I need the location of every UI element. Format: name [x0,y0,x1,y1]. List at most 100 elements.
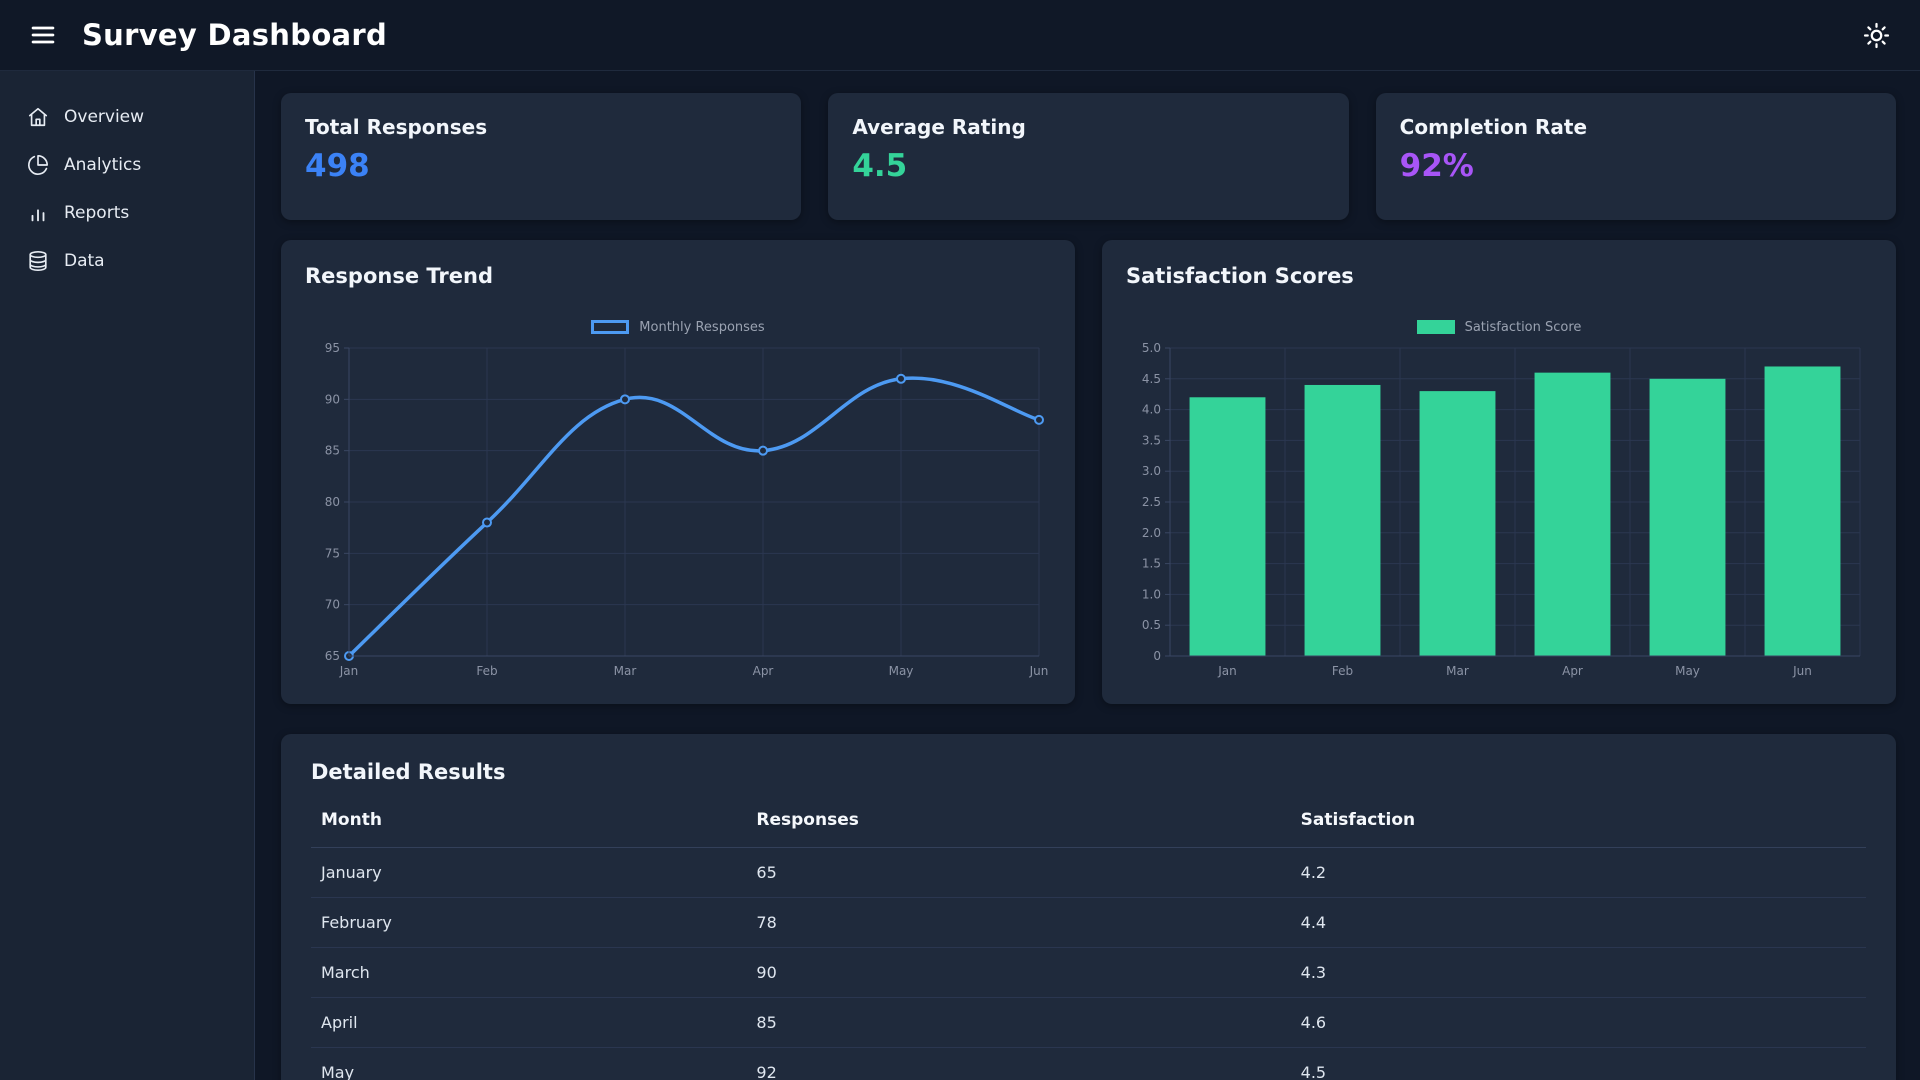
cell-satisfaction: 4.5 [1290,1047,1866,1080]
stat-label: Total Responses [305,115,488,139]
svg-text:0.5: 0.5 [1142,618,1161,632]
stat-label: Completion Rate [1399,115,1588,139]
cell-satisfaction: 4.4 [1290,897,1866,948]
sun-icon [1863,22,1889,48]
table-header-row: Month Responses Satisfaction [311,810,1866,848]
cell-responses: 78 [746,897,1291,948]
table-row: April 85 4.6 [311,997,1866,1048]
cell-responses: 65 [746,847,1291,898]
column-header-responses: Responses [746,810,1291,848]
app-header: Survey Dashboard [0,0,1920,71]
results-title: Detailed Results [311,760,506,784]
sidebar-item-label: Reports [64,203,130,223]
svg-text:Apr: Apr [753,664,774,678]
svg-text:Jan: Jan [339,664,359,678]
svg-text:3.5: 3.5 [1142,433,1161,447]
charts-row: Response Trend Monthly Responses 65 70 75 8… [281,240,1896,704]
stat-value: 92% [1399,148,1474,184]
home-icon [28,107,48,127]
stat-card-average-rating: Average Rating 4.5 [828,93,1349,220]
sidebar-item-label: Overview [64,107,145,127]
svg-text:70: 70 [325,598,340,612]
stat-card-total-responses: Total Responses 498 [281,93,802,220]
cell-responses: 92 [746,1047,1291,1080]
column-header-satisfaction: Satisfaction [1290,810,1866,848]
pie-chart-icon [28,155,48,175]
chart-card-satisfaction-scores: Satisfaction Scores Satisfaction Score 0… [1102,240,1896,704]
table-row: March 90 4.3 [311,947,1866,998]
cell-month: April [311,997,747,1048]
stats-row: Total Responses 498 Average Rating 4.5 C… [281,93,1896,220]
svg-text:Mar: Mar [1446,664,1469,678]
sidebar-item-label: Analytics [64,155,142,175]
chart-legend[interactable]: Satisfaction Score [1126,318,1872,336]
table-row: January 65 4.2 [311,847,1866,898]
sidebar-item-label: Data [64,251,105,271]
cell-satisfaction: 4.2 [1290,847,1866,898]
cell-responses: 90 [746,947,1291,998]
svg-text:4.5: 4.5 [1142,372,1161,386]
line-chart[interactable]: 65 70 75 80 85 90 95 Jan Feb Mar Apr May Jun [305,340,1051,682]
svg-text:85: 85 [325,444,340,458]
svg-text:1.5: 1.5 [1142,557,1161,571]
column-header-month: Month [311,810,747,848]
svg-text:2.5: 2.5 [1142,495,1161,509]
table-row: May 92 4.5 [311,1047,1866,1080]
bar-chart-icon [31,209,45,222]
svg-text:May: May [889,664,914,678]
cell-month: February [311,897,747,948]
cell-month: May [311,1047,747,1080]
legend-swatch [1416,320,1455,334]
legend-swatch [591,320,630,334]
cell-month: January [311,847,747,898]
hamburger-icon [31,26,55,44]
sidebar-item-reports[interactable]: Reports [0,189,254,237]
chart-legend[interactable]: Monthly Responses [305,318,1051,336]
stat-label: Average Rating [852,115,1026,139]
svg-text:0: 0 [1153,649,1161,663]
main-content: Total Responses 498 Average Rating 4.5 C… [255,71,1920,1080]
svg-text:Jun: Jun [1792,664,1812,678]
cell-responses: 85 [746,997,1291,1048]
bar-chart[interactable]: 0 0.5 1.0 1.5 2.0 2.5 3.0 3.5 4.0 4.5 5.0 Jan Feb Mar… [1126,340,1872,682]
results-card: Detailed Results Month Responses Satisfa… [281,734,1896,1080]
chart-title: Response Trend [305,264,493,288]
stat-value: 4.5 [852,148,908,184]
cell-satisfaction: 4.3 [1290,947,1866,998]
svg-text:Jan: Jan [1217,664,1237,678]
app-shell: Overview Analytics Reports Data [0,71,1920,1080]
svg-text:Feb: Feb [1332,664,1353,678]
svg-text:3.0: 3.0 [1142,464,1161,478]
svg-text:80: 80 [325,495,340,509]
cell-month: March [311,947,747,998]
svg-text:75: 75 [325,546,340,560]
cell-satisfaction: 4.6 [1290,997,1866,1048]
results-table: Month Responses Satisfaction January 65 … [311,810,1866,1080]
sidebar-item-overview[interactable]: Overview [0,93,254,141]
svg-text:Mar: Mar [614,664,637,678]
legend-label: Monthly Responses [639,319,765,335]
svg-text:2.0: 2.0 [1142,526,1161,540]
chart-card-response-trend: Response Trend Monthly Responses 65 70 75 8… [281,240,1075,704]
svg-text:90: 90 [325,392,340,406]
svg-text:Jun: Jun [1029,664,1049,678]
menu-button[interactable] [26,18,60,52]
svg-text:95: 95 [325,341,340,355]
svg-text:65: 65 [325,649,340,663]
stat-card-completion-rate: Completion Rate 92% [1375,93,1896,220]
svg-text:May: May [1675,664,1700,678]
sidebar-item-data[interactable]: Data [0,237,254,285]
svg-text:Apr: Apr [1562,664,1583,678]
table-row: February 78 4.4 [311,897,1866,948]
sidebar-item-analytics[interactable]: Analytics [0,141,254,189]
legend-label: Satisfaction Score [1464,319,1582,335]
sidebar: Overview Analytics Reports Data [0,71,255,1080]
theme-toggle-button[interactable] [1858,17,1894,53]
svg-text:1.0: 1.0 [1142,587,1161,601]
chart-title: Satisfaction Scores [1126,264,1354,288]
database-icon [29,251,47,271]
svg-text:5.0: 5.0 [1142,341,1161,355]
stat-value: 498 [305,148,370,184]
svg-text:Feb: Feb [476,664,497,678]
svg-text:4.0: 4.0 [1142,403,1161,417]
